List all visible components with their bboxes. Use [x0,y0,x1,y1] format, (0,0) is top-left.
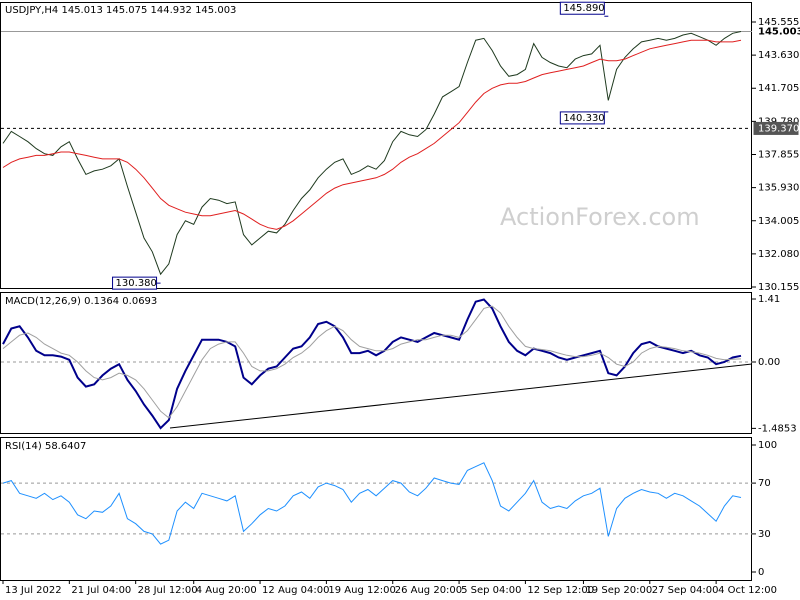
macd-title: MACD(12,26,9) 0.1364 0.0693 [5,296,157,307]
y-tick-label: 137.855 [758,149,799,160]
x-tick-label: 4 Oct 12:00 [718,585,777,596]
trend-line [169,363,753,429]
y-tick-label: 70 [758,478,771,489]
x-tick-label: 12 Aug 04:00 [262,585,329,596]
annotation-box [559,1,605,15]
x-tick-label: 28 Jul 12:00 [138,585,198,596]
y-tick-label: 0 [758,567,764,578]
x-tick-label: 19 Aug 12:00 [328,585,395,596]
annotation-label: 145.890 [563,3,604,14]
level-label: 139.370 [758,123,799,134]
x-tick-label: 26 Aug 20:00 [395,585,462,596]
series-line [2,298,742,430]
rsi-panel [0,437,752,581]
y-tick-label: 30 [758,529,771,540]
annotation-label: 140.330 [563,113,604,124]
x-tick-label: 12 Sep 12:00 [527,585,594,596]
y-tick-label: 143.630 [758,50,799,61]
watermark: ActionForex.com [500,203,700,231]
x-tick-label: 5 Sep 04:00 [461,585,521,596]
y-tick-label: 130.155 [758,282,799,293]
y-tick-label: 1.41 [758,294,780,305]
series-line [2,39,742,230]
macd-panel [0,292,752,434]
y-tick-label: 141.705 [758,83,799,94]
y-tick-label: 135.930 [758,183,799,194]
y-tick-label: 0.00 [758,357,780,368]
annotation-box [112,276,158,290]
rsi-title: RSI(14) 58.6407 [5,441,86,452]
x-tick-label: 27 Sep 04:00 [652,585,719,596]
y-tick-label: 132.080 [758,249,799,260]
series-line [2,31,742,276]
level-label: 145.003 [758,26,800,37]
y-tick-label: 134.005 [758,216,799,227]
x-tick-label: 21 Jul 04:00 [71,585,131,596]
price-panel [0,2,752,289]
level-box [753,121,799,135]
series-line [2,305,742,419]
series-line [2,462,742,545]
x-tick-label: 19 Sep 20:00 [585,585,652,596]
y-tick-label: 145.555 [758,17,799,28]
annotation-label: 130.380 [116,278,157,289]
x-tick-label: 4 Aug 20:00 [196,585,257,596]
x-tick-label: 13 Jul 2022 [5,585,62,596]
y-tick-label: -1.4853 [758,423,797,434]
annotation-box [559,111,605,125]
y-tick-label: 100 [758,440,777,451]
y-tick-label: 139.780 [758,116,799,127]
level-box [753,24,799,38]
price-title: USDJPY,H4 145.013 145.075 144.932 145.00… [5,5,236,16]
